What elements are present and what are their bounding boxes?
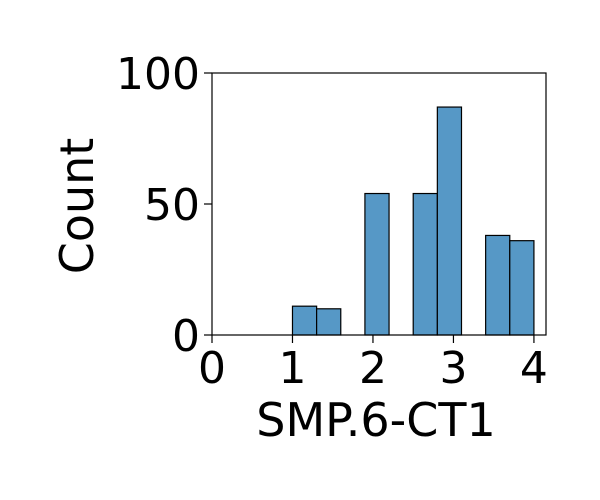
- x-tick-label: 4: [520, 343, 548, 394]
- x-axis-label: SMP.6-CT1: [256, 393, 495, 447]
- bars-group: [291, 106, 535, 336]
- histogram-bar: [412, 192, 438, 336]
- histogram-bar: [316, 308, 342, 336]
- y-tick-label: 0: [172, 311, 200, 362]
- histogram-bar: [509, 240, 535, 336]
- x-tick-label: 1: [278, 343, 306, 394]
- y-axis-label: Count: [50, 138, 104, 275]
- histogram-bar: [436, 106, 463, 336]
- x-tick-label: 3: [439, 343, 467, 394]
- histogram-bar: [364, 192, 390, 336]
- x-tick-label: 2: [359, 343, 387, 394]
- x-axis-ticks: 0 1 2 3 4: [198, 335, 548, 394]
- x-tick-label: 0: [198, 343, 226, 394]
- histogram-bar: [291, 305, 318, 336]
- histogram-bar: [485, 234, 511, 336]
- y-tick-label: 50: [144, 180, 200, 231]
- y-tick-label: 100: [116, 49, 200, 100]
- y-axis-ticks: 0 50 100: [116, 49, 212, 362]
